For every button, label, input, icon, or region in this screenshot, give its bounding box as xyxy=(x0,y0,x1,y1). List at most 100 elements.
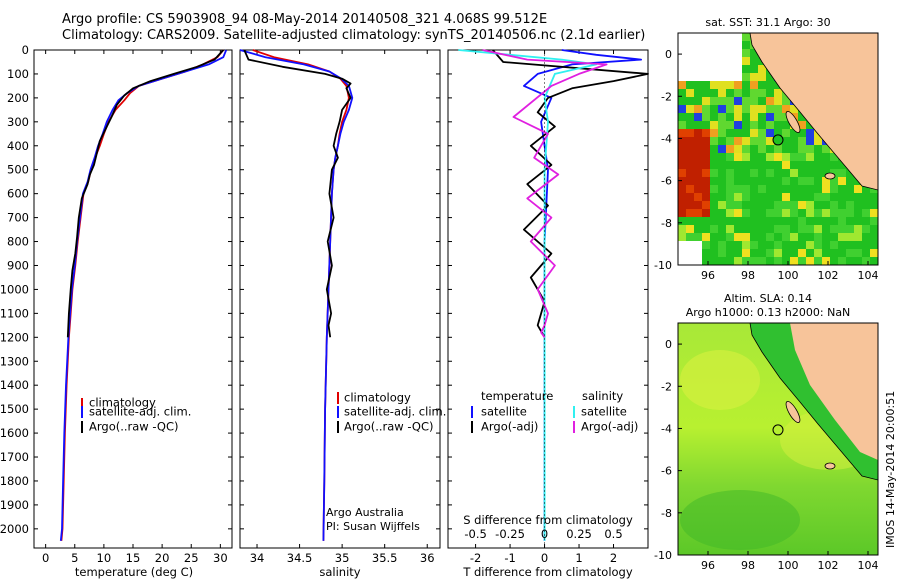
sst-cell xyxy=(702,129,710,137)
sst-cell xyxy=(750,249,758,257)
island-outline xyxy=(785,111,801,133)
y-tick-label: 0 xyxy=(22,43,29,57)
sst-cell xyxy=(790,169,798,177)
sst-cell xyxy=(846,169,854,177)
sst-cell xyxy=(758,217,766,225)
sst-cell xyxy=(798,241,806,249)
x-tick-label: 20 xyxy=(155,551,170,565)
sst-cell xyxy=(694,153,702,161)
sst-cell xyxy=(790,225,798,233)
sst-cell xyxy=(686,121,694,129)
sst-cell xyxy=(790,145,798,153)
sst-cell xyxy=(734,169,742,177)
sst-cell xyxy=(790,105,798,113)
sst-cell xyxy=(758,145,766,153)
sst-cell xyxy=(822,193,830,201)
sst-cell xyxy=(718,185,726,193)
sst-cell xyxy=(750,49,758,57)
sst-cell xyxy=(758,73,766,81)
sst-cell xyxy=(694,89,702,97)
sst-cell xyxy=(678,233,686,241)
s-diff-tick-label: 0.25 xyxy=(566,527,592,541)
sst-cell xyxy=(766,105,774,113)
sst-cell xyxy=(710,185,718,193)
sst-cell xyxy=(710,161,718,169)
sst-cell xyxy=(782,193,790,201)
sst-cell xyxy=(814,233,822,241)
sst-cell xyxy=(798,257,806,265)
sst-cell xyxy=(774,241,782,249)
sst-cell xyxy=(726,113,734,121)
sst-cell xyxy=(814,201,822,209)
sla-map-title-1: Altim. SLA: 0.14 xyxy=(724,292,812,305)
sst-cell xyxy=(790,233,798,241)
sla-map-panel: Altim. SLA: 0.14 Argo h1000: 0.13 h2000:… xyxy=(654,292,879,572)
sst-cell xyxy=(702,185,710,193)
sst-cell xyxy=(702,177,710,185)
sst-cell xyxy=(718,153,726,161)
sst-cell xyxy=(782,161,790,169)
sst-cell xyxy=(766,217,774,225)
sst-cell xyxy=(678,161,686,169)
sst-cell xyxy=(766,81,774,89)
sst-cell xyxy=(766,89,774,97)
sst-cell xyxy=(782,217,790,225)
sst-cell xyxy=(798,193,806,201)
sst-cell xyxy=(694,217,702,225)
sst-cell xyxy=(854,257,862,265)
sst-cell xyxy=(726,169,734,177)
sst-cell xyxy=(766,129,774,137)
sst-cell xyxy=(830,257,838,265)
sst-cell xyxy=(790,249,798,257)
sst-cell xyxy=(710,201,718,209)
sst-cell xyxy=(766,241,774,249)
sst-cell xyxy=(798,121,806,129)
sst-cell xyxy=(678,185,686,193)
sst-cell xyxy=(798,185,806,193)
sst-cell xyxy=(846,233,854,241)
sst-cell xyxy=(742,113,750,121)
sst-cell xyxy=(830,209,838,217)
legend-entry: Argo(..raw -QC) xyxy=(344,420,434,434)
sst-cell xyxy=(790,161,798,169)
sst-cell xyxy=(806,177,814,185)
x-tick-label: 0 xyxy=(42,551,49,565)
sst-cell xyxy=(702,89,710,97)
sst-cell xyxy=(758,105,766,113)
sst-cell xyxy=(766,249,774,257)
sst-cell xyxy=(814,161,822,169)
sst-cell xyxy=(718,105,726,113)
sst-cell xyxy=(686,153,694,161)
salinity-xlabel: salinity xyxy=(319,565,360,579)
map-y-tick-label: -4 xyxy=(661,422,672,435)
sst-cell xyxy=(718,97,726,105)
sst-cell xyxy=(830,185,838,193)
sumatra-land xyxy=(749,33,878,191)
sst-cell xyxy=(854,209,862,217)
sst-cell xyxy=(758,153,766,161)
sst-cell xyxy=(774,249,782,257)
sst-cell xyxy=(758,209,766,217)
sst-cell xyxy=(710,209,718,217)
sst-cell xyxy=(766,193,774,201)
series-line-cyan xyxy=(458,49,598,541)
sst-cell xyxy=(734,153,742,161)
sst-cell xyxy=(806,193,814,201)
sst-cell xyxy=(718,193,726,201)
sst-cell xyxy=(870,209,878,217)
sst-cell xyxy=(694,233,702,241)
map-y-tick-label: -6 xyxy=(661,465,672,478)
sst-cell xyxy=(766,201,774,209)
sst-cell xyxy=(678,201,686,209)
sst-cell xyxy=(734,89,742,97)
sst-cell xyxy=(742,201,750,209)
sst-cell xyxy=(726,153,734,161)
sst-cell xyxy=(758,193,766,201)
sst-cell xyxy=(710,169,718,177)
sst-cell xyxy=(846,249,854,257)
sst-cell xyxy=(790,257,798,265)
legend-entry: Argo(-adj) xyxy=(481,420,538,434)
sst-cell xyxy=(702,217,710,225)
sst-cell xyxy=(766,73,774,81)
sst-cell xyxy=(830,153,838,161)
